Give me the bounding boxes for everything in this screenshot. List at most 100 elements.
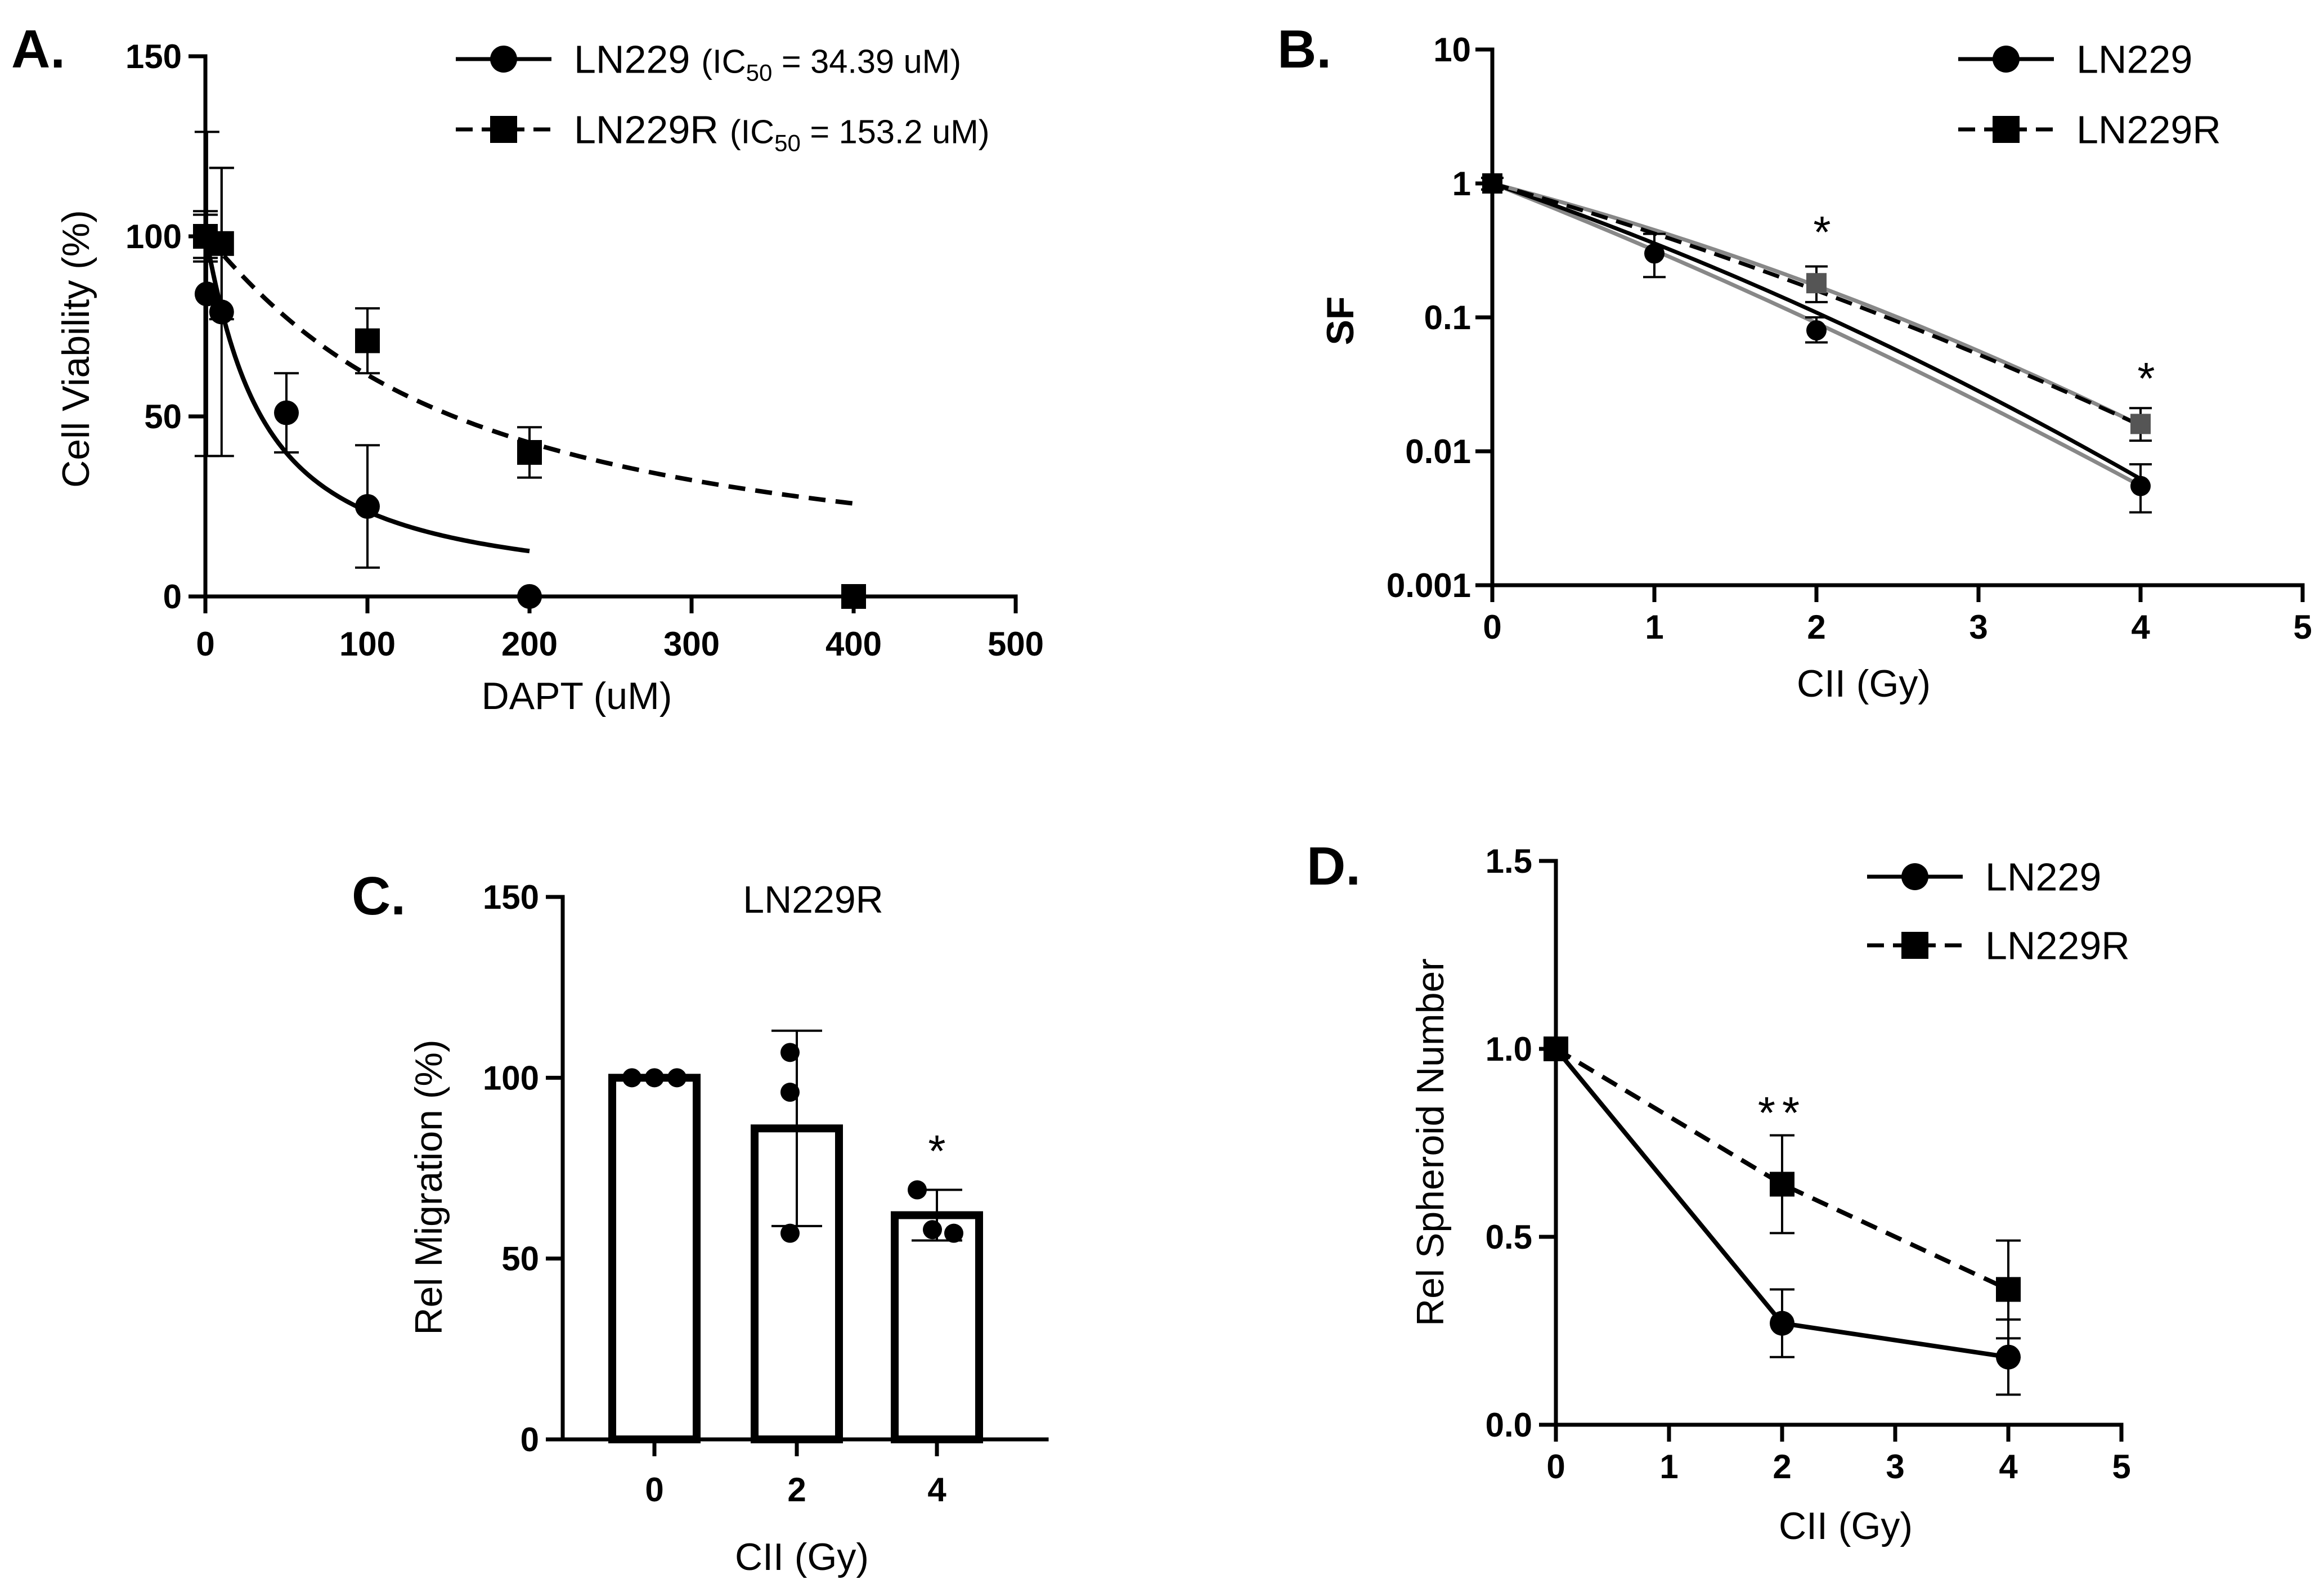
replicate-point (645, 1068, 664, 1088)
y-tick-label: 0.01 (1405, 433, 1471, 470)
x-tick-label: 1 (1659, 1448, 1678, 1486)
y-tick-label: 50 (144, 398, 182, 436)
y-tick-label: 0.001 (1387, 567, 1471, 604)
y-tick-label: 0.5 (1486, 1218, 1532, 1256)
x-tick-label: 500 (988, 625, 1044, 663)
legend-ln229r-marker (490, 116, 517, 143)
replicate-point (780, 1043, 800, 1062)
replicate-point (667, 1068, 687, 1088)
data-point-ln229 (2130, 475, 2151, 496)
legend-ln229r-label-sub: 50 (774, 130, 801, 156)
x-axis-title: CII (Gy) (1779, 1505, 1913, 1547)
data-point-ln229r (517, 440, 542, 465)
data-point-ln229r (1996, 1277, 2021, 1302)
panel-label: A. (11, 19, 65, 79)
replicate-point (908, 1180, 927, 1200)
x-tick-label: 2 (1773, 1448, 1791, 1486)
x-tick-label: 2 (1807, 608, 1825, 646)
x-tick-label: 0 (1546, 1448, 1565, 1486)
legend-ln229-marker (1993, 46, 2020, 73)
x-tick-label: 2 (787, 1471, 806, 1509)
data-point-ln229r (1806, 273, 1827, 294)
y-tick-label: 100 (483, 1059, 539, 1097)
significance-marker: * (2137, 353, 2155, 403)
legend-ln229-label-value: = 34.39 uM) (772, 43, 961, 80)
data-point-ln229 (517, 584, 542, 609)
legend-ln229-label: LN229 (IC50 = 34.39 uM) (574, 38, 961, 86)
significance-marker: ** (1758, 1088, 1806, 1138)
legend-ln229r-marker (1901, 932, 1928, 959)
series-line-ln229r (1554, 1047, 2009, 1292)
panel-label: C. (352, 866, 406, 926)
y-axis-title: SF (1319, 297, 1362, 345)
y-tick-label: 0 (163, 578, 182, 616)
x-tick-label: 0 (645, 1471, 663, 1509)
data-point-ln229r (1770, 1172, 1794, 1197)
significance-marker: * (1813, 207, 1831, 257)
x-tick-label: 400 (825, 625, 882, 663)
replicate-point (622, 1068, 641, 1088)
data-point-ln229r (2130, 414, 2151, 434)
y-tick-label: 0.1 (1424, 299, 1471, 336)
y-tick-label: 100 (125, 218, 182, 255)
data-point-ln229r (1482, 173, 1502, 194)
data-point-ln229r (209, 231, 234, 256)
y-tick-label: 0.0 (1486, 1406, 1532, 1444)
x-tick-label: 5 (2293, 608, 2312, 646)
replicate-point (923, 1220, 942, 1240)
legend-ln229r-label: LN229R (1985, 924, 2130, 968)
legend-ln229-label-ic: (IC (701, 43, 746, 80)
legend-ln229-label-sub: 50 (746, 60, 773, 86)
x-tick-label: 0 (196, 625, 214, 663)
y-tick-label: 50 (501, 1240, 539, 1278)
y-tick-label: 1.0 (1486, 1030, 1532, 1068)
x-tick-label: 0 (1483, 608, 1501, 646)
x-tick-label: 300 (663, 625, 720, 663)
legend-ln229r-marker (1993, 116, 2020, 143)
x-tick-label: 4 (2131, 608, 2150, 646)
panel-c: C. LN229R 0 50 100 150 0 2 4 CII (Gy) Rel Migratio… (352, 866, 1049, 1578)
data-point-ln229 (274, 400, 299, 425)
chart-title: LN229R (743, 878, 883, 921)
panel-d: D. 0.0 0.5 1.0 1.5 0 1 2 3 4 5 CII (Gy) Rel Spheroid… (1307, 836, 2131, 1547)
x-tick-label: 3 (1969, 608, 1987, 646)
panel-label: B. (1277, 19, 1331, 79)
data-point-ln229 (1806, 320, 1827, 341)
data-point-ln229r (841, 584, 866, 609)
fit-curve-ln229 (1491, 181, 2142, 481)
y-axis-title: Cell Viability (%) (55, 210, 97, 488)
x-tick-label: 100 (339, 625, 396, 663)
legend-ln229-label: LN229 (2076, 38, 2192, 82)
data-point-ln229r (1544, 1036, 1568, 1061)
legend-ln229r-label-ic: (IC (730, 113, 774, 151)
legend-ln229-label: LN229 (1985, 855, 2101, 899)
replicate-point (944, 1223, 963, 1243)
data-point-ln229 (194, 281, 219, 307)
x-axis-title: CII (Gy) (1797, 662, 1931, 705)
legend-ln229-marker (1901, 863, 1928, 890)
x-axis-title: DAPT (uM) (482, 675, 672, 717)
x-tick-label: 4 (1999, 1448, 2018, 1486)
x-tick-label: 5 (2112, 1448, 2130, 1486)
y-tick-label: 0 (521, 1421, 539, 1459)
panel-b: B. 0.001 0.01 0.1 1 10 0 1 2 3 4 5 CII (Gy) SF * * LN229… (1277, 19, 2312, 705)
x-tick-label: 3 (1886, 1448, 1904, 1486)
x-axis-title: CII (Gy) (735, 1536, 869, 1578)
y-tick-label: 150 (125, 38, 182, 75)
y-tick-label: 10 (1433, 31, 1471, 69)
y-tick-label: 1 (1452, 165, 1471, 203)
y-tick-label: 150 (483, 878, 539, 916)
legend-ln229r-label-value: = 153.2 uM) (801, 113, 990, 151)
bar-0-gy (608, 1074, 701, 1444)
data-point-ln229 (1996, 1344, 2021, 1370)
data-point-ln229 (1644, 243, 1665, 264)
panel-label: D. (1307, 836, 1361, 896)
x-tick-label: 4 (927, 1471, 946, 1509)
bar-4-gy (891, 1211, 983, 1443)
data-point-ln229 (1770, 1311, 1794, 1336)
replicate-point (780, 1223, 800, 1243)
panel-a: A. 0 50 100 150 0 100 200 300 400 500 DAPT (uM) Cell… (11, 19, 1044, 717)
data-point-ln229 (355, 494, 380, 519)
significance-marker: * (928, 1126, 945, 1176)
x-tick-label: 200 (501, 625, 558, 663)
